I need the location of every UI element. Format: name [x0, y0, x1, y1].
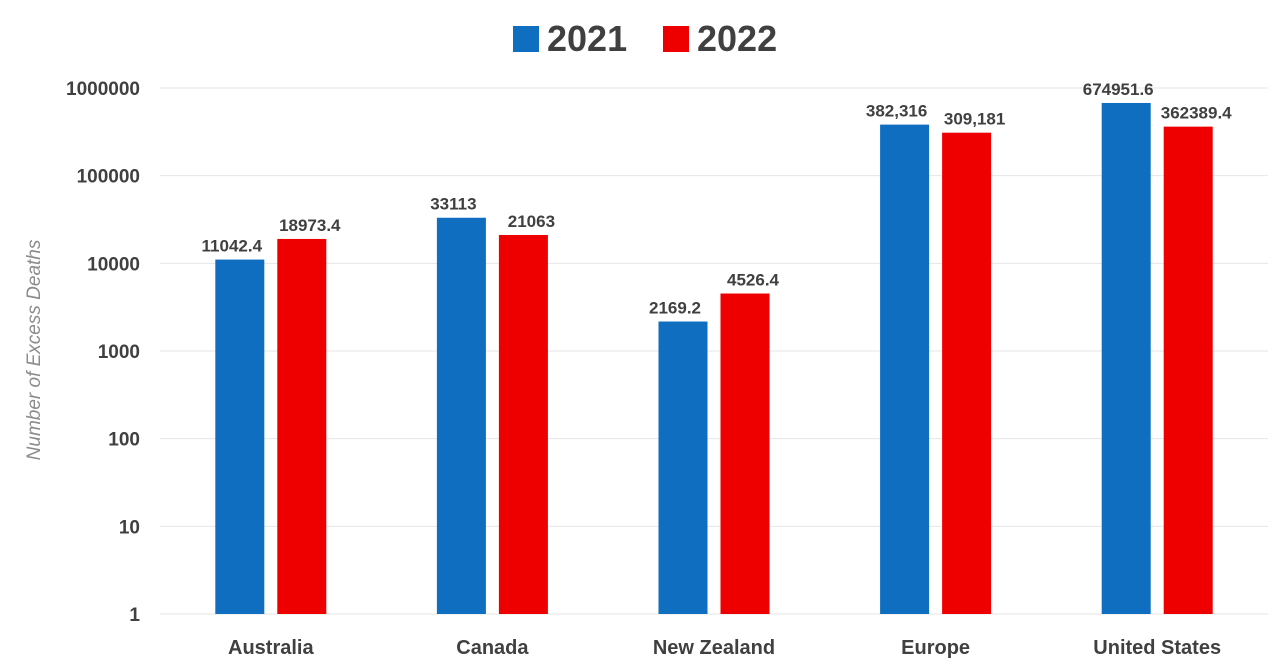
data-label: 362389.4 [1161, 104, 1232, 123]
x-category-label: United States [1093, 637, 1221, 659]
y-tick-label: 100000 [77, 167, 140, 188]
data-label: 18973.4 [279, 216, 341, 235]
legend-label-2021: 2021 [547, 18, 627, 59]
data-label: 33113 [430, 195, 476, 214]
data-label: 309,181 [944, 110, 1005, 129]
legend-swatch-2021 [513, 26, 539, 52]
y-axis-ticks: 1 10 100 1000 10000 100000 1000000 [66, 79, 140, 626]
data-label: 21063 [508, 212, 555, 231]
data-labels: 11042.4 18973.4 33113 21063 2169.2 4526.4 382,… [202, 80, 1233, 318]
bar-2022-europe [942, 132, 992, 614]
bar-2021-australia [215, 259, 265, 614]
data-label: 382,316 [866, 102, 927, 121]
y-tick-label: 1000000 [66, 79, 140, 100]
y-tick-label: 100 [108, 430, 140, 451]
bar-2022-canada [498, 234, 548, 615]
legend-swatch-2022 [663, 26, 689, 52]
y-tick-label: 1 [129, 605, 140, 626]
x-axis-categories: Australia Canada New Zealand Europe United S… [228, 637, 1221, 659]
y-tick-label: 10 [119, 517, 140, 538]
bar-2021-united-states [1101, 102, 1151, 614]
data-label: 2169.2 [649, 299, 701, 318]
bar-2022-united-states [1163, 126, 1213, 614]
gridlines [160, 87, 1268, 615]
bar-2022-australia [277, 238, 327, 614]
bar-2021-new-zealand [658, 321, 708, 614]
legend: 2021 2022 [513, 18, 777, 59]
y-axis-title: Number of Excess Deaths [24, 239, 45, 460]
y-tick-label: 1000 [98, 342, 140, 363]
bar-2021-europe [880, 124, 930, 614]
bar-2021-canada [436, 217, 486, 614]
data-label: 4526.4 [727, 271, 780, 290]
data-label: 674951.6 [1083, 80, 1154, 99]
x-category-label: New Zealand [653, 637, 775, 659]
bars [215, 102, 1213, 615]
data-label: 11042.4 [202, 237, 263, 256]
legend-label-2022: 2022 [697, 18, 777, 59]
y-tick-label: 10000 [87, 254, 140, 275]
bar-2022-new-zealand [720, 293, 770, 614]
x-category-label: Canada [456, 637, 529, 659]
x-category-label: Europe [901, 637, 970, 659]
x-category-label: Australia [228, 637, 314, 659]
